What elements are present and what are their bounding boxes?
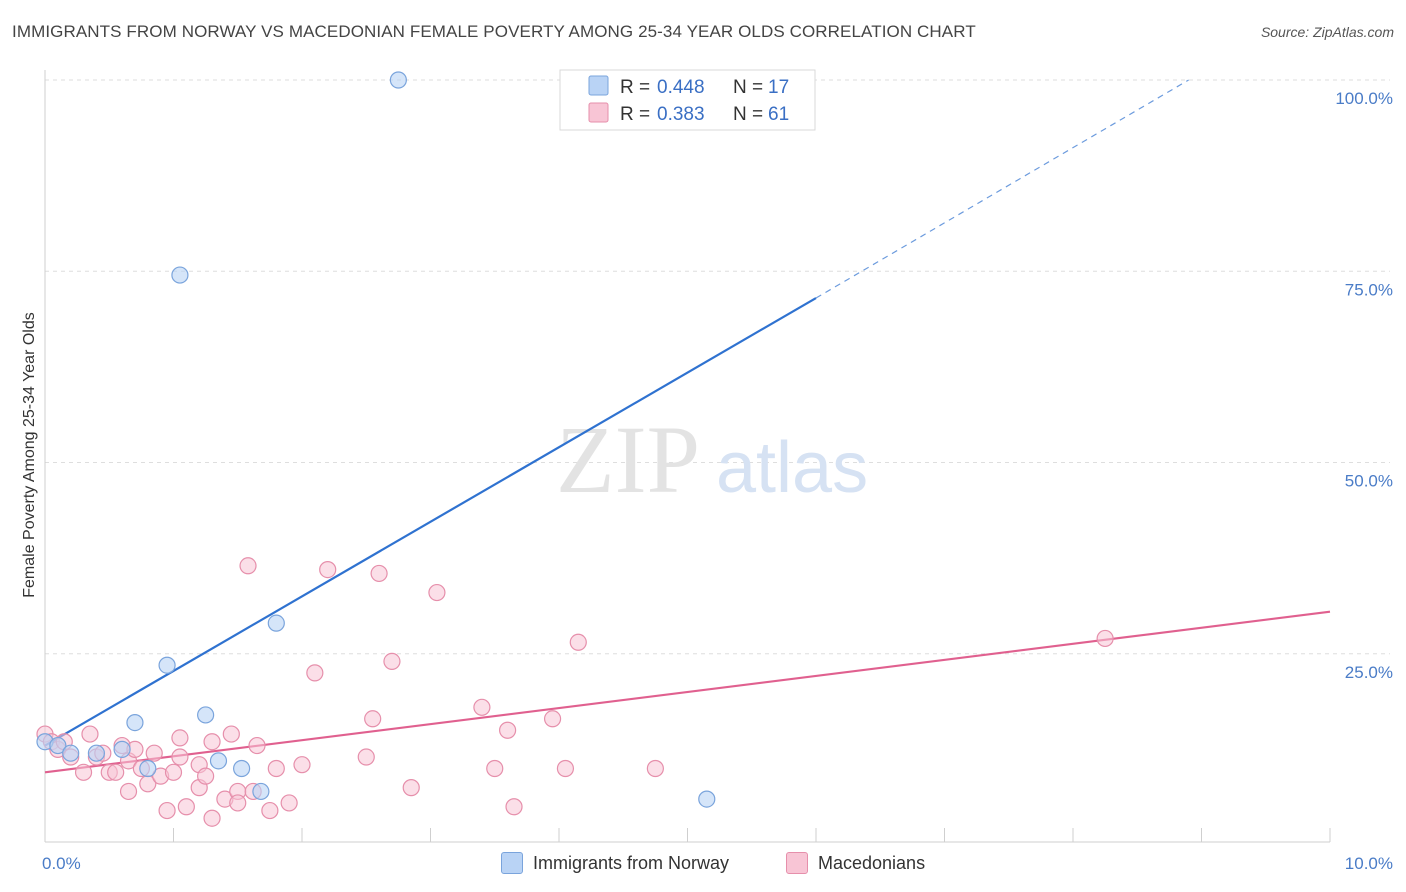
x-tick-marks (173, 828, 1331, 842)
macedonians-point (239, 557, 257, 575)
legend-n-value-norway: 17 (768, 77, 789, 98)
macedonians-point (280, 794, 298, 812)
legend-swatch-macedonians-bottom (786, 852, 808, 874)
norway-point (209, 752, 228, 770)
legend-label-norway: Immigrants from Norway (533, 852, 730, 873)
macedonians-point (171, 748, 189, 766)
macedonians-point (428, 583, 446, 602)
macedonians-point (222, 725, 240, 743)
macedonians-point (1096, 629, 1114, 648)
macedonians-point (197, 767, 215, 785)
macedonians-point (119, 782, 138, 801)
macedonians-point (357, 748, 375, 766)
legend-r-value-norway: 0.448 (657, 77, 705, 98)
norway-point (171, 266, 189, 284)
macedonians-point (486, 759, 504, 778)
macedonians-point (81, 725, 99, 743)
norway-point (87, 744, 106, 762)
gridlines (45, 79, 1390, 655)
correlation-legend: R = 0.448 N = 17 R = 0.383 N = 61 (559, 69, 816, 131)
y-tick-labels: 25.0% 50.0% 75.0% 100.0% (1335, 89, 1393, 682)
norway-trend-line (44, 297, 817, 747)
watermark-zip: ZIP (556, 406, 700, 513)
y-tick-label: 100.0% (1335, 89, 1393, 108)
macedonians-point (505, 798, 523, 816)
macedonians-point (171, 729, 189, 747)
macedonians-point (74, 763, 93, 781)
norway-point (126, 713, 144, 732)
macedonians-point (261, 801, 279, 820)
macedonians-point (267, 759, 285, 778)
macedonians-point (229, 794, 247, 812)
norway-trend-extension (815, 79, 1189, 299)
legend-r-label-norway: R = (620, 77, 650, 98)
norway-point (252, 782, 270, 801)
watermark-atlas: atlas (716, 428, 868, 508)
legend-n-label-norway: N = (733, 77, 763, 98)
norway-point (158, 656, 176, 674)
macedonians-point (319, 560, 337, 579)
source-credit: Source: ZipAtlas.com (1260, 24, 1394, 40)
norway-point (62, 744, 80, 762)
norway-point (197, 706, 215, 724)
macedonians-point (293, 756, 311, 774)
macedonians-point (543, 710, 562, 728)
y-tick-label: 25.0% (1345, 663, 1393, 682)
norway-point (233, 759, 251, 778)
macedonians-point (203, 733, 221, 751)
macedonians-point (164, 763, 183, 781)
macedonians-point (203, 809, 221, 827)
norway-point (389, 71, 407, 89)
macedonians-point (145, 744, 163, 762)
y-tick-label: 75.0% (1345, 280, 1393, 299)
legend-r-value-macedonians: 0.383 (657, 104, 705, 125)
legend-label-macedonians: Macedonians (818, 852, 926, 873)
macedonians-point (177, 798, 195, 816)
y-axis-label: Female Poverty Among 25-34 Year Olds (21, 312, 38, 598)
norway-point (698, 790, 716, 808)
legend-swatch-norway (588, 75, 609, 96)
legend-swatch-norway-bottom (501, 852, 523, 874)
macedonians-point (158, 801, 176, 820)
macedonians-point (306, 664, 324, 682)
macedonians-point (107, 763, 125, 781)
series-legend: Immigrants from Norway Macedonians (0, 852, 1406, 878)
x-tick-label: 0.0% (42, 854, 81, 873)
y-tick-label: 50.0% (1345, 472, 1393, 491)
macedonians-trend-line (44, 610, 1331, 774)
macedonians-point (499, 721, 517, 739)
x-tick-labels: 0.0% 10.0% (42, 854, 1393, 873)
macedonians-point (556, 759, 575, 778)
legend-item-norway: Immigrants from Norway (501, 852, 729, 874)
macedonians-point (646, 759, 664, 778)
watermark: ZIP atlas (556, 406, 868, 513)
macedonians-point (370, 564, 388, 583)
macedonians-point (364, 710, 382, 728)
legend-item-macedonians: Macedonians (786, 852, 925, 874)
macedonians-points (36, 557, 1114, 827)
macedonians-point (473, 698, 491, 716)
legend-n-label-macedonians: N = (733, 104, 763, 125)
macedonians-point (569, 633, 587, 651)
norway-point (267, 614, 285, 632)
macedonians-point (248, 736, 266, 755)
x-tick-label: 10.0% (1345, 854, 1393, 873)
legend-n-value-macedonians: 61 (768, 104, 789, 125)
macedonians-point (383, 652, 401, 671)
legend-swatch-macedonians (588, 102, 609, 123)
norway-point (139, 759, 157, 778)
norway-point (49, 736, 67, 755)
macedonians-point (402, 779, 420, 797)
norway-point (113, 740, 131, 758)
chart-title: IMMIGRANTS FROM NORWAY VS MACEDONIAN FEM… (12, 22, 976, 41)
legend-r-label-macedonians: R = (620, 104, 650, 125)
